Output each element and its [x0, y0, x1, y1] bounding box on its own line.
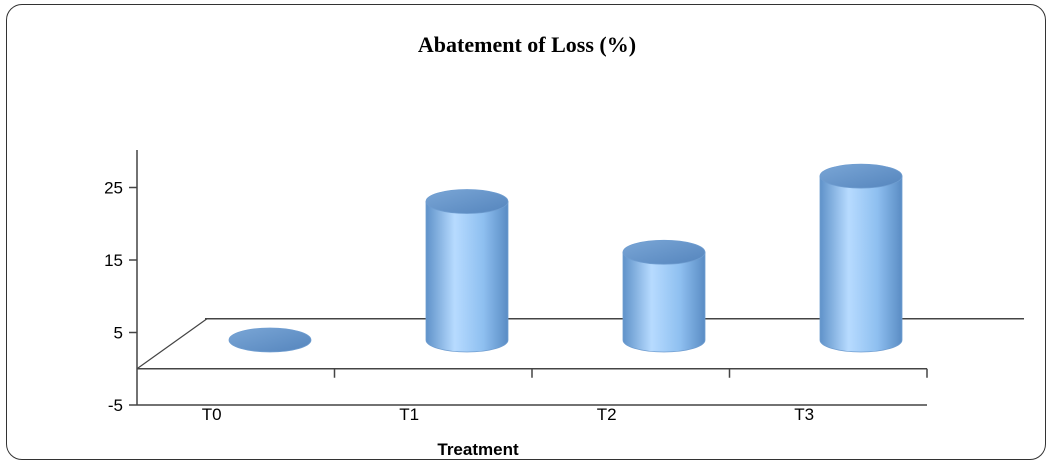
- x-tick-label: T0: [202, 405, 222, 424]
- bars: [228, 163, 903, 353]
- labels: 25 15 5 -5 T0 T1 T2 T3 Treatment: [104, 179, 814, 460]
- bar-t1: [425, 189, 509, 353]
- chart-title: Abatement of Loss (%): [417, 32, 637, 57]
- y-tick-label: 15: [104, 251, 123, 270]
- bar-top: [228, 327, 312, 353]
- bar-t0: [228, 327, 312, 353]
- x-tick-label: T1: [399, 405, 419, 424]
- bar-top: [622, 239, 706, 265]
- y-tick-label: 25: [104, 179, 123, 198]
- bar-body: [622, 251, 706, 353]
- x-tick-label: T3: [794, 405, 814, 424]
- bar-t2: [622, 239, 706, 353]
- y-tick-label: 5: [114, 324, 123, 343]
- floor-left-edge: [136, 318, 208, 370]
- bar-top: [819, 163, 903, 189]
- bar-t3: [819, 163, 903, 353]
- bar-body: [425, 201, 509, 353]
- y-tick-label: -5: [108, 396, 123, 415]
- x-axis-title: Treatment: [437, 440, 519, 459]
- bar-body: [819, 175, 903, 353]
- bar-top: [425, 189, 509, 214]
- x-tick-label: T2: [597, 405, 617, 424]
